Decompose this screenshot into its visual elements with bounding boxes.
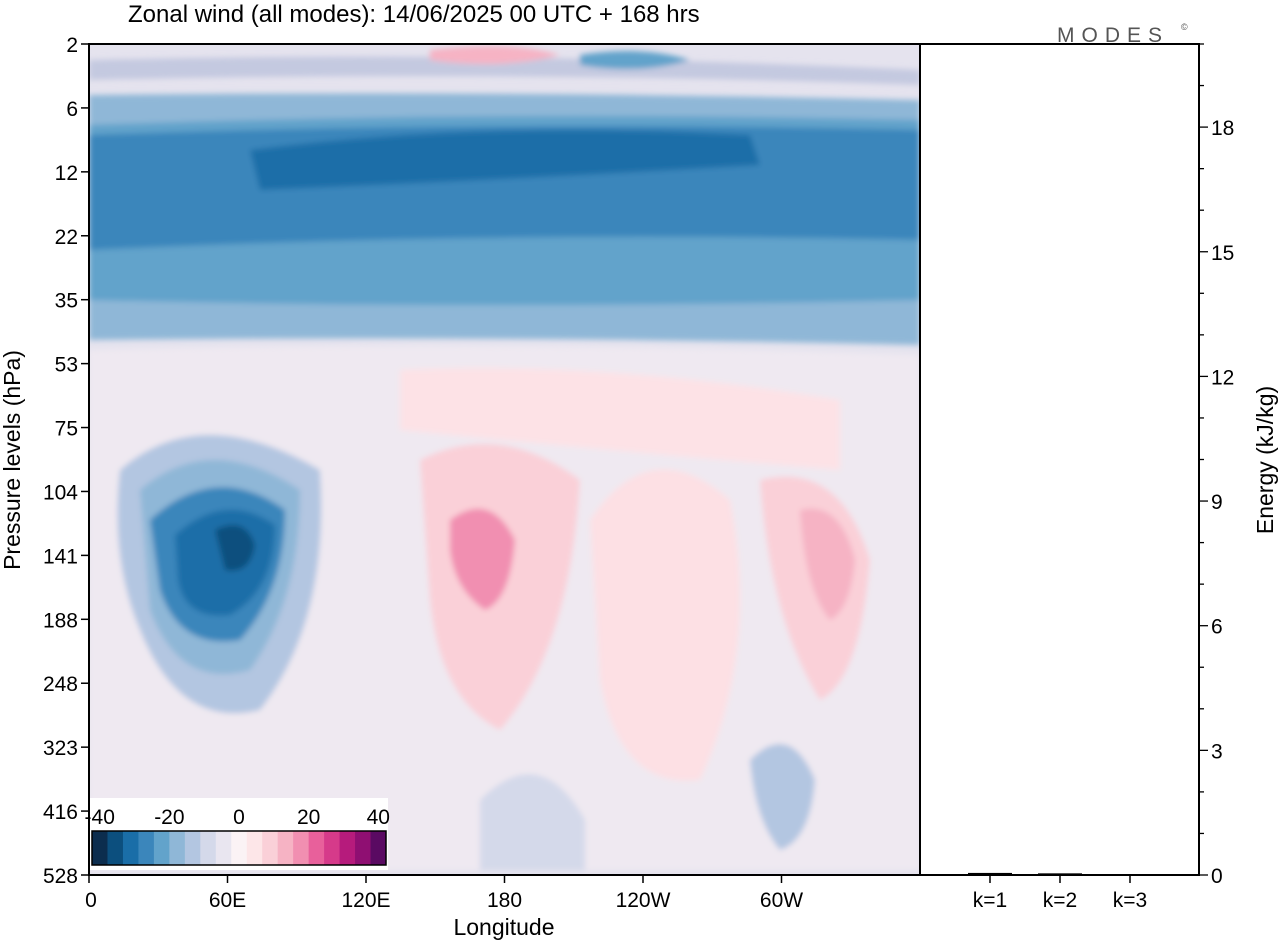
x-axis: 0 60E 120E 180 120W 60W [85,875,803,912]
x-tick-label: 60E [209,889,246,912]
energy-bar [1038,873,1082,875]
modes-logo: MODES [1057,24,1169,47]
contour-band [800,508,855,620]
colorbar-swatch [246,831,263,865]
y-tick-label: 248 [43,673,78,696]
y-axis: 2 6 12 22 35 53 75 104 141 188 248 323 416 528 [43,34,89,888]
y-tick-label: 75 [55,418,78,441]
colorbar-swatch [324,831,341,865]
y-tick-label: 141 [43,545,78,568]
energy-tick-label: 12 [1211,366,1234,389]
colorbar-label: -20 [154,806,184,829]
colorbar-swatch [184,831,201,865]
colorbar-label: 0 [233,806,245,829]
x-tick-label: 0 [85,889,97,912]
y-tick-label: 416 [43,801,78,824]
energy-category-label: k=1 [973,889,1007,912]
colorbar-swatch [262,831,279,865]
colorbar-frame [91,830,387,866]
y-tick-label: 528 [43,865,78,888]
contour-band [590,469,740,781]
field-contours [89,46,920,870]
y-tick-label: 12 [55,162,78,185]
colorbar-label: -40 [85,806,115,829]
colorbar-swatch [169,831,186,865]
energy-tick-label: 18 [1211,117,1234,140]
x-tick-label: 120W [616,889,671,912]
colorbar-swatch [215,831,232,865]
y-tick-label: 35 [55,290,78,313]
colorbar-swatch [355,831,372,865]
colorbar-swatch [138,831,155,865]
contour-band [400,368,840,470]
y-tick-label: 104 [43,481,78,504]
colorbar-swatch [231,831,248,865]
colorbar-swatch [92,831,108,865]
contour-band [580,51,690,69]
contour-band [89,56,920,85]
energy-panel-frame [919,43,1200,876]
y-tick-label: 323 [43,737,78,760]
colorbar-swatch [339,831,356,865]
contour-band [430,46,560,64]
x-tick-label: 120E [341,889,390,912]
energy-tick-label: 6 [1211,616,1223,639]
energy-bar [968,872,1012,875]
colorbar-swatch [107,831,124,865]
colorbar: -40 -20 0 20 40 [85,798,390,870]
energy-bar [1108,874,1152,876]
x-tick-label: 60W [760,889,803,912]
y-tick-label: 2 [66,34,78,57]
contour-band [250,130,760,190]
contour-band [480,774,585,870]
colorbar-swatch [153,831,170,865]
colorbar-label: 20 [297,806,320,829]
energy-tick-label: 15 [1211,242,1234,265]
x-tick-label: 180 [487,889,522,912]
x-axis-label: Longitude [453,914,554,940]
energy-category-label: k=2 [1043,889,1077,912]
energy-category-label: k=3 [1113,889,1147,912]
y-tick-label: 53 [55,354,78,377]
colorbar-swatch [308,831,325,865]
y-tick-label: 6 [66,98,78,121]
chart-title: Zonal wind (all modes): 14/06/2025 00 UT… [128,1,700,28]
energy-axis-label: Energy (kJ/kg) [1252,386,1278,534]
contour-band [450,508,515,610]
logo-mark: © [1181,22,1188,32]
colorbar-swatch [277,831,294,865]
y-axis-label: Pressure levels (hPa) [0,350,25,570]
energy-tick-label: 0 [1211,865,1223,888]
colorbar-swatch [200,831,217,865]
energy-tick-label: 3 [1211,740,1223,763]
colorbar-label: 40 [367,806,390,829]
colorbar-swatch [122,831,139,865]
energy-tick-label: 9 [1211,491,1223,514]
y-tick-label: 22 [55,226,78,249]
heatmap-field [89,44,920,875]
energy-panel: 0 3 6 9 12 15 18 k=1 k=2 k=3 [968,43,1234,912]
y-tick-label: 188 [43,609,78,632]
colorbar-swatch [370,831,387,865]
contour-band [215,525,255,571]
contour-band [750,744,815,850]
colorbar-swatch [293,831,310,865]
